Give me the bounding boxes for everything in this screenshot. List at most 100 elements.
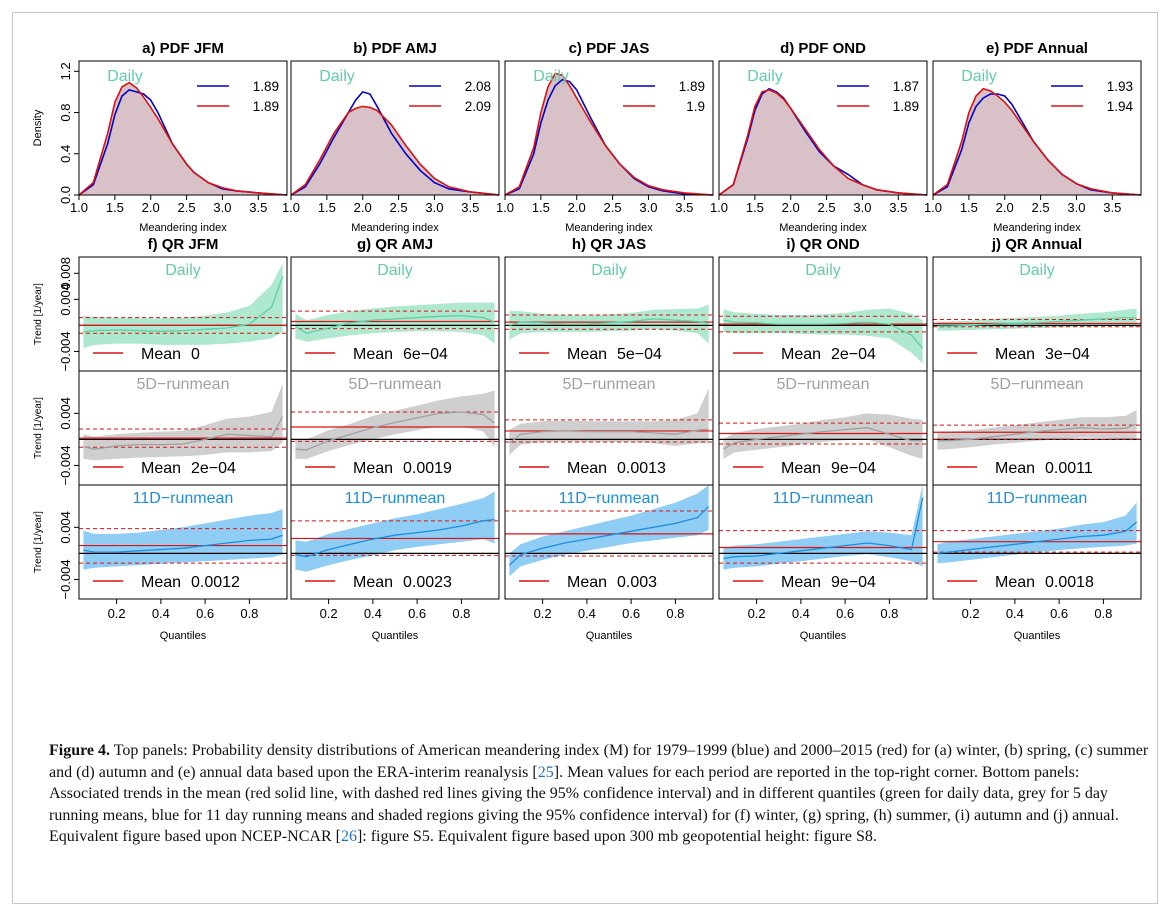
qr-row-plot-g-0: [291, 302, 499, 344]
x-tick-label: 0.4: [152, 606, 170, 621]
qr-row-g-2: 11D−runmean Mean 0.0023: [290, 484, 500, 600]
qr-panel-g: g) QR AMJ Daily Mean 6e−04 5D−runmean Mean 0.0…: [290, 236, 500, 642]
qr-row-f-1: 5D−runmean Mean 2e−04 −0.004 0.004 Trend [1/y…: [33, 370, 288, 486]
row-annotation: Daily: [1019, 262, 1055, 279]
mean-legend-value: 0.0012: [191, 574, 240, 591]
mean-legend-prefix: Mean: [781, 346, 821, 363]
panel-title-i: i) QR OND: [786, 236, 859, 253]
x-tick-label: 3.5: [675, 200, 693, 215]
series-1979-1999-c: [504, 78, 714, 196]
mean-legend-value: 0.003: [617, 574, 657, 591]
row-annotation: 11D−runmean: [987, 490, 1088, 507]
plot-box: [718, 484, 928, 600]
mean-legend-value: 0: [191, 346, 200, 363]
x-tick-label: 1.5: [960, 200, 978, 215]
y-axis-label-qr: Trend [1/year]: [33, 283, 44, 345]
row-annotation: Daily: [165, 262, 201, 279]
legend-mean-2-b: 2.09: [465, 99, 491, 114]
quantile-trend-line: [295, 518, 495, 558]
ci-band: [295, 302, 495, 344]
plot-box: [932, 484, 1142, 600]
caption-ref-25[interactable]: 25: [537, 763, 554, 781]
y-tick-label: 0.004: [58, 397, 73, 430]
x-tick-label: 3.0: [853, 200, 871, 215]
y-tick-label: 1.2: [58, 62, 73, 80]
panel-title-e: e) PDF Annual: [986, 40, 1088, 57]
y-tick-label: −0.004: [58, 559, 73, 599]
x-tick-label: 2.0: [782, 200, 800, 215]
y-tick-label: 0.4: [58, 145, 73, 163]
x-tick-label: 0.4: [1006, 606, 1024, 621]
mean-legend-value: 0.0019: [403, 460, 452, 477]
ci-band: [937, 502, 1137, 564]
x-tick-label: 0.6: [622, 606, 640, 621]
panel-title-f: f) QR JFM: [148, 236, 219, 253]
x-tick-label: 1.0: [496, 200, 514, 215]
y-tick-label: −0.004: [58, 445, 73, 485]
x-tick-label: 2.0: [354, 200, 372, 215]
qr-row-plot-g-1: [291, 390, 499, 459]
qr-row-plot-j-2: [933, 502, 1141, 564]
mean-legend-prefix: Mean: [567, 346, 607, 363]
series-2000-2015-e: [932, 87, 1142, 196]
x-tick-label: 1.0: [924, 200, 942, 215]
row-annotation: 11D−runmean: [345, 490, 446, 507]
quantile-trend-line: [723, 319, 924, 349]
x-tick-label: 1.5: [746, 200, 764, 215]
ci-band: [83, 509, 283, 570]
y-axis-label-pdf: Density: [32, 109, 44, 146]
ci-band: [937, 308, 1137, 331]
panel-title-d: d) PDF OND: [780, 40, 866, 57]
x-axis-label-a: Meandering index: [139, 222, 227, 234]
series-2000-2015-b: [290, 105, 500, 196]
pdf-fill-c: [505, 73, 713, 195]
mean-legend-prefix: Mean: [567, 460, 607, 477]
row-annotation: 5D−runmean: [777, 376, 870, 393]
caption-ref-26[interactable]: 26: [340, 828, 357, 845]
y-tick-label: 0.8: [58, 103, 73, 121]
mean-legend-value: 0.0023: [403, 574, 452, 591]
plot-box: [504, 484, 714, 600]
panel-title-j: j) QR Annual: [991, 236, 1082, 253]
mean-legend-value: 2e−04: [191, 460, 236, 477]
x-tick-label: 3.0: [639, 200, 657, 215]
x-axis-label-b: Meandering index: [351, 222, 439, 234]
qr-panel-j: j) QR Annual Daily Mean 3e−04 5D−runmean Mean…: [932, 236, 1142, 642]
x-tick-label: 3.5: [461, 200, 479, 215]
x-tick-label: 2.0: [568, 200, 586, 215]
plot-box: [290, 484, 500, 600]
x-tick-label: 3.0: [425, 200, 443, 215]
y-axis-label-qr: Trend [1/year]: [33, 511, 44, 573]
caption-text-2: ]. Mean values for each period are repor…: [49, 763, 1119, 846]
annotation-b: Daily: [319, 68, 355, 85]
legend-mean-2-e: 1.94: [1107, 99, 1134, 114]
mean-legend-value: 5e−04: [617, 346, 662, 363]
plot-box-d: [718, 60, 928, 196]
x-tick-label: 0.2: [962, 606, 980, 621]
caption-text-1: Top panels: Probability density distribu…: [49, 742, 1149, 781]
panel-title-b: b) PDF AMJ: [353, 40, 437, 57]
y-tick-label: 0.004: [58, 511, 73, 544]
x-tick-label: 0.4: [792, 606, 810, 621]
x-tick-label: 2.5: [390, 200, 408, 215]
qr-panel-h: h) QR JAS Daily Mean 5e−04 5D−runmean Mean 0.0…: [504, 236, 714, 642]
x-tick-label: 1.0: [70, 200, 88, 215]
mean-legend-value: 9e−04: [831, 574, 876, 591]
qr-row-g-0: Daily Mean 6e−04: [290, 256, 500, 372]
qr-row-plot-g-2: [291, 491, 499, 572]
y-tick-label: −0.004: [58, 331, 73, 371]
x-tick-label: 0.8: [452, 606, 470, 621]
qr-row-plot-j-0: [933, 308, 1141, 331]
ci-band: [83, 384, 283, 461]
row-annotation: Daily: [377, 262, 413, 279]
ci-band: [295, 491, 495, 572]
x-tick-label: 0.6: [408, 606, 426, 621]
qr-row-plot-h-2: [505, 485, 713, 577]
qr-row-h-2: 11D−runmean Mean 0.003: [504, 484, 714, 600]
qr-row-plot-h-0: [505, 304, 713, 344]
mean-legend-value: 9e−04: [831, 460, 876, 477]
qr-row-plot-f-2: [79, 509, 287, 570]
mean-legend-value: 0.0011: [1045, 460, 1093, 477]
qr-row-plot-j-1: [933, 410, 1141, 450]
